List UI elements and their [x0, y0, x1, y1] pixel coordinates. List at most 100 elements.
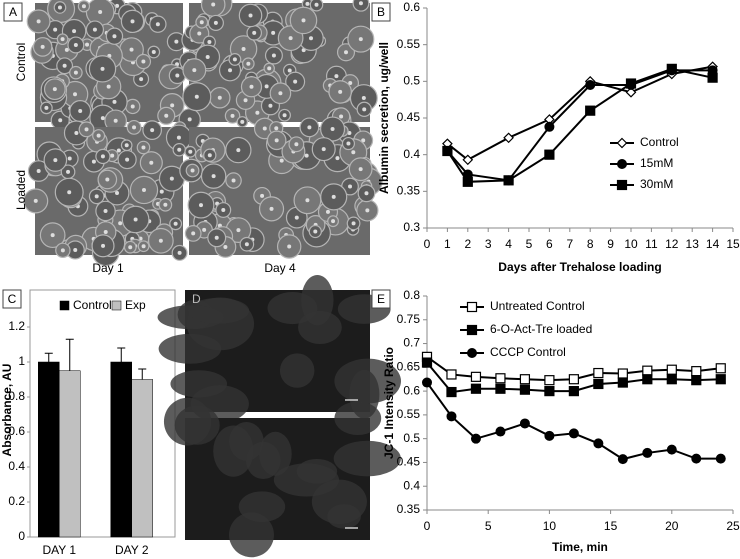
nucleus — [141, 187, 146, 192]
nucleus — [103, 208, 108, 213]
y-axis-title: JC-1 Intensity Ratio — [382, 347, 396, 459]
nucleus — [151, 50, 156, 55]
nucleus — [351, 221, 356, 226]
bar — [59, 370, 81, 538]
panel-label: A — [9, 5, 17, 19]
marker — [503, 175, 514, 186]
nucleus — [159, 189, 164, 194]
nucleus — [130, 19, 135, 24]
marker — [470, 433, 481, 444]
marker — [715, 374, 726, 385]
nucleus — [66, 169, 71, 174]
nucleus — [141, 244, 146, 249]
series-line — [446, 65, 713, 161]
nucleus — [124, 143, 129, 148]
nucleus — [252, 30, 257, 35]
y-tick-label: 1.2 — [8, 319, 25, 333]
legend-marker — [616, 179, 628, 191]
nucleus — [53, 27, 58, 32]
y-tick-label: 0.5 — [403, 74, 420, 88]
y-tick-label: 0.4 — [403, 478, 420, 492]
marker — [519, 374, 531, 385]
panel-label-box — [3, 2, 23, 22]
x-tick-label: 10 — [624, 237, 638, 251]
nucleus — [217, 95, 222, 100]
x-tick-label: 5 — [526, 237, 533, 251]
marker — [617, 454, 628, 465]
cell — [327, 504, 361, 529]
marker — [593, 367, 604, 379]
error-bar — [44, 352, 53, 362]
y-axis-title: Albumin secretion, ug/well — [377, 42, 391, 194]
legend-label: 30mM — [640, 177, 673, 191]
panel-label-box — [2, 289, 22, 309]
nucleus — [221, 208, 226, 213]
error-bar — [117, 347, 126, 362]
legend-label: 15mM — [640, 156, 673, 170]
legend-label: Untreated Control — [490, 299, 585, 313]
nucleus — [60, 248, 65, 253]
nucleus — [60, 37, 65, 42]
nucleus — [330, 127, 335, 132]
marker — [715, 453, 726, 464]
nucleus — [365, 208, 370, 213]
marker — [715, 363, 726, 374]
marker — [617, 377, 628, 388]
y-tick-label: 0.75 — [397, 312, 421, 326]
cell — [298, 310, 342, 344]
y-tick-label: 0.6 — [403, 383, 420, 397]
marker — [666, 444, 677, 455]
nucleus — [190, 168, 195, 173]
nucleus — [321, 147, 326, 152]
error-bar — [138, 368, 147, 380]
nucleus — [308, 36, 313, 41]
nucleus — [358, 37, 363, 42]
panel-label: D — [192, 292, 201, 306]
marker — [446, 411, 457, 422]
marker — [544, 149, 555, 160]
micrograph — [163, 397, 401, 558]
nucleus — [278, 91, 283, 96]
nucleus — [305, 198, 310, 203]
nucleus — [36, 169, 41, 174]
nucleus — [236, 148, 241, 153]
nucleus — [194, 94, 199, 99]
nucleus — [115, 3, 120, 8]
nucleus — [199, 20, 204, 25]
x-tick-label: 3 — [485, 237, 492, 251]
nucleus — [230, 113, 235, 118]
marker — [495, 373, 506, 384]
x-axis-title: Days after Trehalose loading — [498, 260, 661, 274]
nucleus — [243, 98, 248, 103]
nucleus — [271, 30, 276, 35]
nucleus — [130, 104, 135, 109]
nucleus — [334, 74, 339, 79]
nucleus — [223, 244, 228, 249]
legend-label: Control — [640, 135, 679, 149]
bar — [38, 361, 60, 538]
x-tick-label: 25 — [726, 519, 740, 533]
nucleus — [125, 157, 130, 162]
legend-marker — [616, 137, 628, 149]
nucleus — [115, 190, 120, 195]
nucleus — [240, 119, 245, 124]
nucleus — [232, 57, 237, 62]
nucleus — [301, 18, 306, 23]
y-tick-label: 0.4 — [8, 459, 25, 473]
marker — [642, 374, 653, 385]
nucleus — [344, 50, 349, 55]
y-tick-label: 0.3 — [403, 220, 420, 234]
nucleus — [267, 66, 272, 71]
x-tick-label: 20 — [665, 519, 679, 533]
nucleus — [305, 1, 310, 6]
nucleus — [57, 5, 62, 10]
y-tick-label: 0.45 — [397, 110, 421, 124]
marker — [691, 366, 702, 377]
nucleus — [205, 54, 210, 59]
nucleus — [269, 206, 274, 211]
nucleus — [129, 47, 134, 52]
nucleus — [53, 158, 58, 163]
nucleus — [307, 125, 312, 130]
nucleus — [50, 233, 55, 238]
x-tick-label: 6 — [546, 237, 553, 251]
